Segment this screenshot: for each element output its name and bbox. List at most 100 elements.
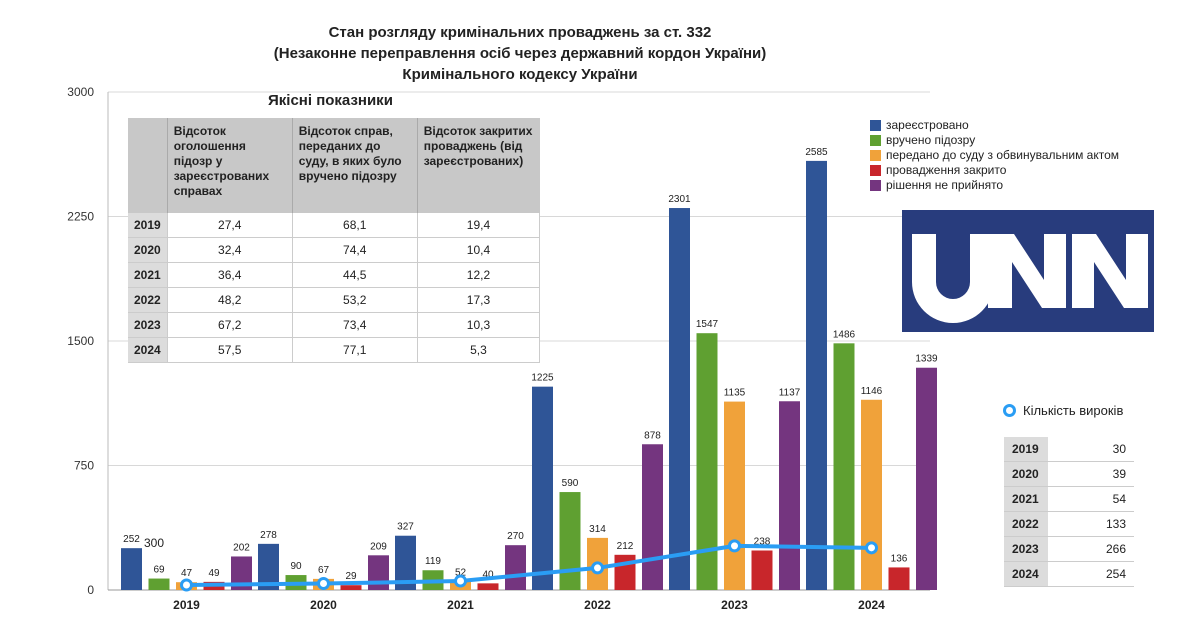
bar [340,585,362,590]
legend-label: вручено підозру [886,133,976,147]
row-value: 30 [1048,437,1134,462]
table-row: 2021 54 [1004,486,1134,512]
data-label: 314 [589,524,606,535]
data-label: 49 [208,568,220,579]
data-label: 69 [153,565,165,576]
x-tick-label: 2022 [584,598,611,612]
legend-item: вручено підозру [870,133,1119,148]
cell-suspicion-pct: 67,2 [167,312,293,338]
table-row: 2019 27,4 68,1 19,4 [128,213,541,238]
bar [779,401,800,590]
row-year: 2024 [128,337,168,363]
data-label: 1547 [696,319,719,330]
legend-label: зареєстровано [886,118,969,132]
line-point [728,539,741,553]
line-point [317,577,330,591]
bar [559,492,581,590]
line-point [591,561,604,575]
cell-court-pct: 68,1 [292,213,418,238]
data-label: 1146 [861,386,883,397]
data-label: 1135 [724,388,746,399]
bar [724,401,745,590]
table-row: 2020 32,4 74,4 10,4 [128,237,541,263]
row-value: 39 [1048,461,1134,487]
x-tick-label: 2019 [173,598,200,612]
quality-header-col-3: Відсоток закритих проваджень (від зареєс… [417,118,540,213]
row-year: 2023 [128,312,168,338]
row-year: 2023 [1004,536,1048,562]
data-label: 202 [233,542,250,553]
line-point [180,578,193,592]
data-label: 67 [318,565,330,576]
row-year: 2022 [128,287,168,313]
cell-closed-pct: 10,3 [417,312,541,338]
cell-suspicion-pct: 48,2 [167,287,293,313]
bar [669,208,690,590]
bar [806,160,827,590]
cell-court-pct: 77,1 [292,337,418,363]
data-label: 209 [370,541,387,552]
legend-label: рішення не прийнято [886,178,1004,192]
data-label: 2301 [668,194,691,205]
cell-suspicion-pct: 36,4 [167,262,293,288]
bar [751,550,773,590]
row-value: 133 [1048,511,1134,537]
y-tick-label: 1500 [67,334,94,348]
quality-table: Відсоток оголошення підозр у зареєстрова… [128,118,541,363]
line-point [865,541,878,555]
table-row: 2023 266 [1004,536,1134,562]
table-row: 2020 39 [1004,461,1134,487]
row-value: 266 [1048,536,1134,562]
quality-header-year [128,118,168,213]
table-row: 2022 48,2 53,2 17,3 [128,287,541,313]
row-year: 2020 [128,237,168,263]
verdicts-line [186,543,872,588]
legend-item: рішення не прийнято [870,178,1119,193]
row-year: 2021 [1004,486,1048,512]
bar [532,386,553,590]
row-year: 2019 [1004,437,1048,462]
row-year: 2020 [1004,461,1048,487]
data-label: 590 [562,478,579,489]
data-label: 1137 [779,387,801,398]
chart-title: Стан розгляду кримінальних проваджень за… [220,22,820,85]
cell-suspicion-pct: 32,4 [167,237,293,263]
table-row: 2019 30 [1004,437,1134,462]
legend-swatch [870,150,881,161]
x-tick-label: 2020 [310,598,337,612]
table-row: 2024 254 [1004,561,1134,587]
data-label: 1339 [915,354,938,365]
data-label: 136 [891,553,908,564]
data-label: 40 [482,569,494,580]
title-line-3: Кримінального кодексу України [402,66,638,83]
cell-suspicion-pct: 57,5 [167,337,293,363]
data-label: 47 [181,568,193,579]
legend-item: зареєстровано [870,118,1119,133]
data-label: 300 [144,536,164,550]
data-label: 878 [644,430,661,441]
line-point [454,574,467,588]
y-tick-label: 3000 [67,85,94,99]
table-row: 2023 67,2 73,4 10,3 [128,312,541,338]
cell-closed-pct: 10,4 [417,237,541,263]
data-label: 270 [507,531,524,542]
cell-closed-pct: 12,2 [417,262,541,288]
row-year: 2019 [128,213,168,238]
legend-swatch [870,135,881,146]
x-tick-label: 2021 [447,598,474,612]
bar [833,343,855,590]
data-label: 52 [455,567,467,578]
quality-table-title: Якісні показники [268,92,393,109]
y-tick-label: 2250 [67,210,94,224]
data-label: 90 [290,561,302,572]
bar [121,548,142,590]
data-label: 238 [754,536,771,547]
bar [148,578,170,590]
row-year: 2022 [1004,511,1048,537]
cell-court-pct: 53,2 [292,287,418,313]
cell-court-pct: 44,5 [292,262,418,288]
data-label: 119 [425,556,441,567]
bar [614,554,636,590]
y-tick-label: 0 [87,583,94,597]
